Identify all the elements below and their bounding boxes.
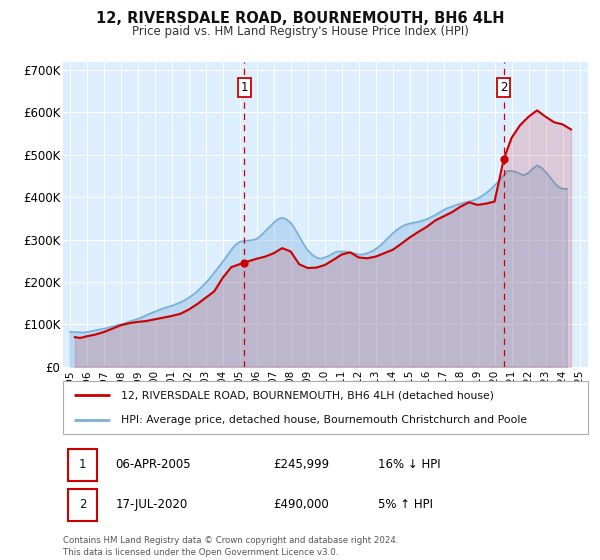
Text: 1: 1 <box>79 459 86 472</box>
Text: Contains HM Land Registry data © Crown copyright and database right 2024.
This d: Contains HM Land Registry data © Crown c… <box>63 536 398 557</box>
Text: 16% ↓ HPI: 16% ↓ HPI <box>378 459 440 472</box>
Text: Price paid vs. HM Land Registry's House Price Index (HPI): Price paid vs. HM Land Registry's House … <box>131 25 469 38</box>
Text: 2: 2 <box>79 498 86 511</box>
Bar <box>68 449 97 480</box>
Text: HPI: Average price, detached house, Bournemouth Christchurch and Poole: HPI: Average price, detached house, Bour… <box>121 414 527 424</box>
Text: 17-JUL-2020: 17-JUL-2020 <box>115 498 188 511</box>
Text: £490,000: £490,000 <box>273 498 329 511</box>
Text: 12, RIVERSDALE ROAD, BOURNEMOUTH, BH6 4LH: 12, RIVERSDALE ROAD, BOURNEMOUTH, BH6 4L… <box>96 11 504 26</box>
Text: £245,999: £245,999 <box>273 459 329 472</box>
Text: 2: 2 <box>500 81 508 94</box>
Text: 12, RIVERSDALE ROAD, BOURNEMOUTH, BH6 4LH (detached house): 12, RIVERSDALE ROAD, BOURNEMOUTH, BH6 4L… <box>121 390 494 400</box>
Text: 06-APR-2005: 06-APR-2005 <box>115 459 191 472</box>
Bar <box>68 489 97 521</box>
Text: 5% ↑ HPI: 5% ↑ HPI <box>378 498 433 511</box>
Text: 1: 1 <box>241 81 248 94</box>
